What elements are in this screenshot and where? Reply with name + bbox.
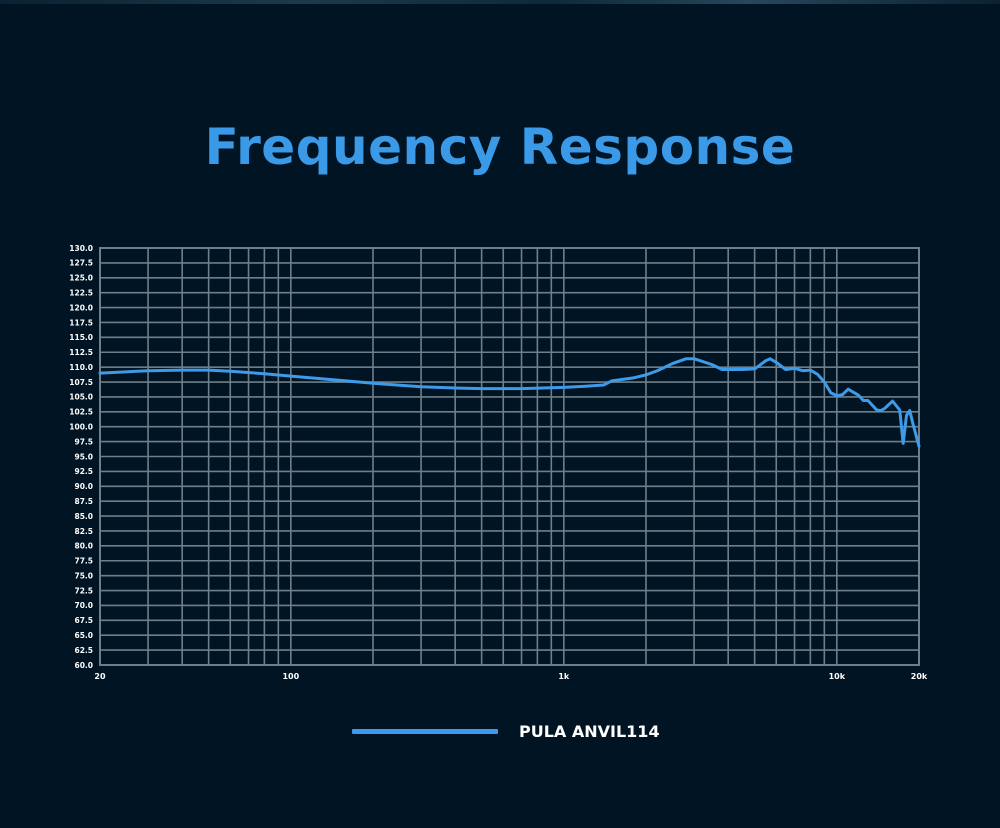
y-tick-label: 80.0 [74,542,93,551]
y-tick-label: 75.0 [74,571,93,580]
y-tick-label: 62.5 [74,646,93,655]
y-tick-label: 112.5 [69,348,93,357]
y-tick-label: 70.0 [74,601,93,610]
y-tick-label: 127.5 [69,259,93,268]
y-tick-label: 102.5 [69,408,93,417]
y-tick-label: 105.0 [69,393,93,402]
y-tick-label: 82.5 [74,527,93,536]
x-tick-label: 20 [94,672,106,681]
series-line-pula-anvil114 [98,357,921,448]
x-tick-label: 100 [282,672,299,681]
legend: PULA ANVIL114 [352,719,660,743]
y-tick-label: 60.0 [74,661,93,670]
y-tick-label: 120.0 [69,303,93,312]
y-tick-label: 130.0 [69,244,93,253]
legend-swatch-pula-anvil114 [352,728,498,734]
y-tick-label: 107.5 [69,378,93,387]
y-tick-label: 95.0 [74,452,93,461]
grid-layer [99,247,920,666]
y-tick-label: 65.0 [74,631,93,640]
y-tick-label: 72.5 [74,586,93,595]
x-tick-label: 20k [911,672,928,681]
y-tick-label: 97.5 [74,437,93,446]
y-tick-label: 115.0 [69,333,93,342]
y-tick-label: 87.5 [74,497,93,506]
top-decorative-strip [0,0,1000,4]
x-tick-label: 10k [829,672,846,681]
y-tick-label: 92.5 [74,467,93,476]
tick-label-layer: 60.0 62.5 65.0 67.5 70.0 72.5 75.0 77.5 80.0 82.5… [69,244,928,681]
x-tick-label: 1k [558,672,570,681]
y-tick-label: 77.5 [74,557,93,566]
y-tick-label: 117.5 [69,318,93,327]
y-tick-label: 67.5 [74,616,93,625]
y-tick-label: 100.0 [69,423,93,432]
series-layer [98,357,921,448]
legend-label: PULA ANVIL114 [519,721,660,741]
y-tick-label: 90.0 [74,482,93,491]
y-tick-label: 122.5 [69,288,93,297]
y-tick-label: 110.0 [69,363,93,372]
page-title: Frequency Response [204,118,796,176]
y-tick-label: 85.0 [74,512,93,521]
y-tick-label: 125.0 [69,274,93,283]
